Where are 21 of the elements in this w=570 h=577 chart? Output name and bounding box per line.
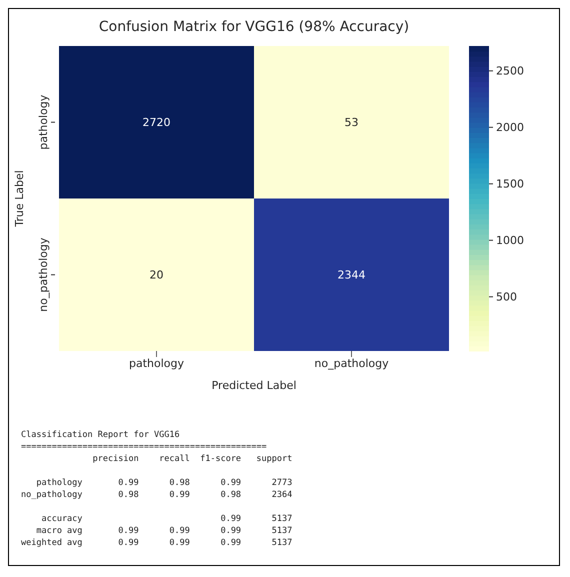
text: no_pathology 0.98 0.99 0.98 2364 xyxy=(21,490,292,500)
data-label: 2344 xyxy=(338,268,366,282)
x-axis-title: Predicted Label xyxy=(212,379,296,392)
color-scale: 500 1000 1500 2000 2500 xyxy=(459,11,539,411)
color-bar-label: 1500 xyxy=(496,177,524,190)
data-label: 2720 xyxy=(142,116,170,129)
color-bar-label: 2000 xyxy=(496,120,524,134)
text: accuracy 0.99 5137 xyxy=(41,514,292,524)
text: precision recall f1-score support xyxy=(92,454,292,464)
data-label: 53 xyxy=(344,116,358,129)
color-bar-label: 1000 xyxy=(496,234,524,247)
text: pathology 0.99 0.98 0.99 2773 xyxy=(36,478,292,488)
text: Classification Report for VGG16 xyxy=(21,430,180,440)
color-bar-label: 2500 xyxy=(496,64,524,78)
y-axis-title: True Label xyxy=(12,170,26,228)
color-bar-label: 500 xyxy=(496,290,517,304)
text: weighted avg 0.99 0.99 0.99 5137 xyxy=(21,538,292,548)
chart-title: Confusion Matrix for VGG16 (98% Accuracy) xyxy=(98,19,410,35)
data-label: 20 xyxy=(150,268,164,282)
text: ================================================ xyxy=(21,442,267,452)
text: macro avg 0.99 0.99 0.99 5137 xyxy=(36,526,292,536)
